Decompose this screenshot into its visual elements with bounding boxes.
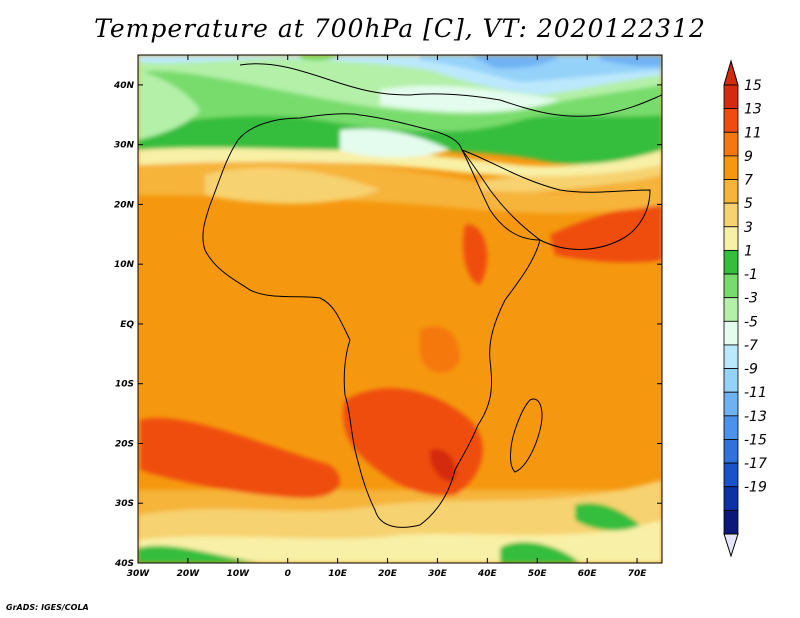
colorbar-swatch: [723, 179, 739, 204]
colorbar-level-label: 5: [744, 196, 753, 212]
colorbar-level-label: -17: [744, 456, 767, 472]
plot-frame: [137, 54, 663, 564]
madagascar-coastline: [510, 398, 543, 473]
lat-tick-label: 40S: [114, 559, 134, 569]
colorbar-swatch: [723, 226, 739, 251]
africa-coastline: [202, 113, 541, 528]
colorbar-swatch: [723, 108, 739, 133]
lat-tick-label: 10S: [115, 380, 134, 390]
temperature-field: [138, 55, 662, 563]
lat-tick-label: 20N: [114, 200, 135, 210]
lat-tick-label: 40N: [113, 81, 135, 91]
lon-tick-label: 30W: [127, 569, 151, 579]
longitude-axis: 30W 20W 10W 0 10E 20E 30E 40E 50E 60E 70E: [127, 55, 647, 579]
colorbar-swatch: [723, 439, 739, 464]
colorbar-level-label: 3: [744, 220, 753, 236]
lon-tick-label: 10E: [328, 569, 348, 579]
lon-tick-label: 50E: [528, 569, 548, 579]
colorbar-level-label: 15: [744, 78, 762, 94]
colorbar-swatch: [723, 486, 739, 511]
lat-tick-label: 30N: [114, 141, 135, 151]
colorbar-level-label: 1: [744, 243, 753, 259]
lon-tick-label: 60E: [578, 569, 598, 579]
colorbar-level-label: 13: [744, 102, 762, 118]
colorbar-level-label: -7: [744, 338, 758, 354]
colorbar-level-label: 11: [744, 125, 762, 141]
colorbar-swatch: [723, 84, 739, 110]
colorbar-level-label: -19: [744, 480, 767, 496]
coastline: [202, 63, 662, 528]
arabia-coastline: [460, 148, 651, 250]
colorbar-swatch: [723, 344, 739, 369]
colorbar-top-arrow: [723, 59, 739, 86]
lon-tick-label: 0: [285, 569, 291, 579]
colorbar-swatch: [723, 509, 739, 535]
colorbar-swatch: [723, 320, 739, 346]
colorbar-swatch: [723, 462, 739, 488]
lon-tick-label: 10W: [227, 569, 251, 579]
colorbar-swatch: [723, 391, 739, 417]
lon-tick-label: 70E: [628, 569, 648, 579]
colorbar-swatch: [723, 131, 739, 157]
colorbar-level-label: -9: [744, 362, 758, 378]
footer-credit: GrADS: IGES/COLA: [6, 603, 89, 612]
lat-tick-label: EQ: [120, 320, 134, 330]
europe-coastline: [239, 63, 662, 117]
colorbar-level-label: 9: [744, 149, 753, 165]
colorbar-swatch: [723, 250, 739, 275]
lat-tick-label: 30S: [115, 499, 134, 509]
chart-title: Temperature at 700hPa [C], VT: 202012231…: [94, 14, 706, 43]
colorbar-swatch: [723, 273, 739, 299]
colorbar-swatch: [723, 368, 739, 393]
colorbar-swatch: [723, 297, 739, 322]
colorbar-swatch: [723, 415, 739, 440]
lat-tick-label: 10N: [114, 260, 135, 270]
colorbar-swatch: [723, 155, 739, 180]
colorbar: 15 13 11 9 7 5 3 1 -1 -3 -5 -7 -9 -11 -13 -15 -17 -19: [723, 59, 767, 558]
lat-tick-label: 20S: [115, 439, 134, 449]
lon-tick-label: 20W: [177, 569, 201, 579]
colorbar-level-label: -11: [744, 385, 767, 401]
lon-tick-label: 40E: [477, 569, 498, 579]
colorbar-level-label: 7: [744, 173, 753, 189]
lon-tick-label: 20E: [378, 569, 398, 579]
colorbar-level-label: -13: [744, 409, 767, 425]
latitude-axis: 40N 30N 20N 10N EQ 10S 20S 30S 40S: [113, 81, 662, 569]
lon-tick-label: 30E: [428, 569, 448, 579]
colorbar-level-label: -1: [744, 267, 758, 283]
colorbar-bottom-arrow: [723, 533, 739, 558]
colorbar-swatch: [723, 202, 739, 228]
colorbar-level-label: -15: [744, 432, 767, 448]
colorbar-level-label: -5: [744, 314, 758, 330]
colorbar-level-label: -3: [744, 291, 758, 307]
